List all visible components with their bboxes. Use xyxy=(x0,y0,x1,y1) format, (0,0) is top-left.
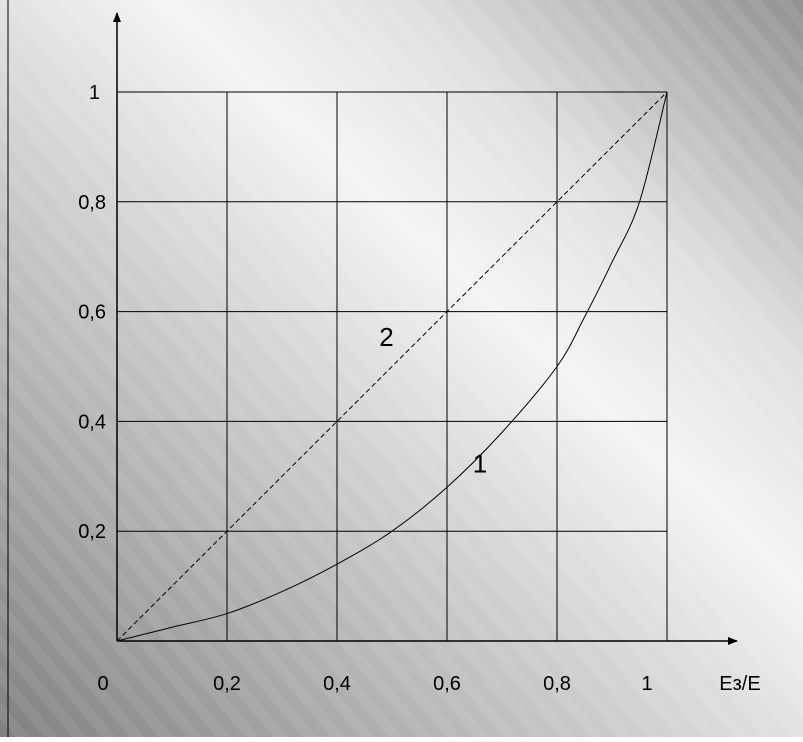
x-tick-label: 1 xyxy=(641,673,652,695)
curve-label: 2 xyxy=(379,322,393,352)
grid xyxy=(117,91,668,641)
axes xyxy=(113,12,738,645)
y-tick-label: 0,4 xyxy=(78,411,106,433)
labels-layer: 0 0,2 0,4 0,6 0,8 1 0,2 0,4 0,6 0,8 1 Eз/E 1 2 xyxy=(78,82,761,695)
y-tick-label: 1 xyxy=(89,82,100,104)
series-line-2 xyxy=(116,91,668,642)
y-tick-label: 0,6 xyxy=(78,302,106,324)
x-tick-label: 0,8 xyxy=(543,673,571,695)
x-tick-label: 0,4 xyxy=(323,673,351,695)
series-layer xyxy=(116,91,668,642)
x-tick-label: 0,2 xyxy=(213,673,241,695)
series-line-1 xyxy=(116,91,668,642)
y-tick-label: 0,2 xyxy=(78,521,106,543)
x-tick-label: 0,6 xyxy=(433,673,461,695)
y-tick-label: 0,8 xyxy=(78,192,106,214)
x-tick-label: 0 xyxy=(97,673,108,695)
x-axis-label: Eз/E xyxy=(719,673,760,695)
curve-label: 1 xyxy=(473,448,487,478)
